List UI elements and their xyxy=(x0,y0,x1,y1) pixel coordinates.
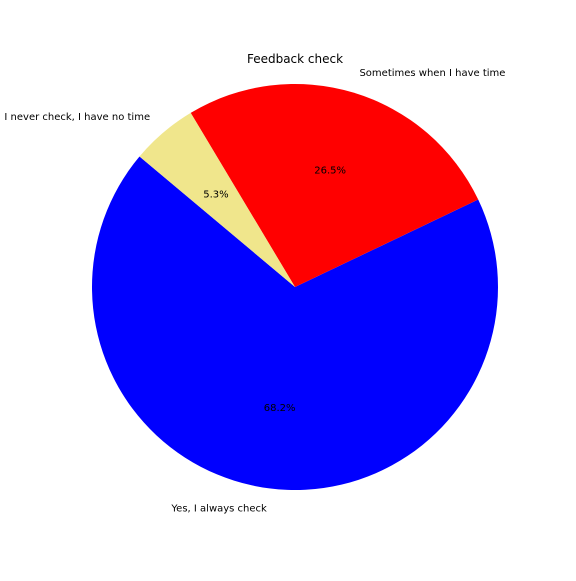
pie-value-label-i-never-check-i-have-no-time: 5.3% xyxy=(203,189,228,200)
pie-slice-yes-i-always-check xyxy=(91,156,498,491)
pie-labels: 68.2% Yes, I always check 26.5% Sometimes w… xyxy=(4,68,505,514)
pie-category-label-sometimes-when-i-have-time: Sometimes when I have time xyxy=(359,68,505,79)
pie-category-label-yes-i-always-check: Yes, I always check xyxy=(170,504,267,515)
pie-slice-sometimes-when-i-have-time xyxy=(190,84,479,288)
pie-value-label-sometimes-when-i-have-time: 26.5% xyxy=(314,165,346,176)
chart-title: Feedback check xyxy=(247,52,343,66)
pie-slices xyxy=(91,84,498,491)
pie-value-label-yes-i-always-check: 68.2% xyxy=(264,403,296,414)
pie-slice-i-never-check-i-have-no-time xyxy=(139,112,295,287)
pie-category-label-i-never-check-i-have-no-time: I never check, I have no time xyxy=(4,112,150,123)
